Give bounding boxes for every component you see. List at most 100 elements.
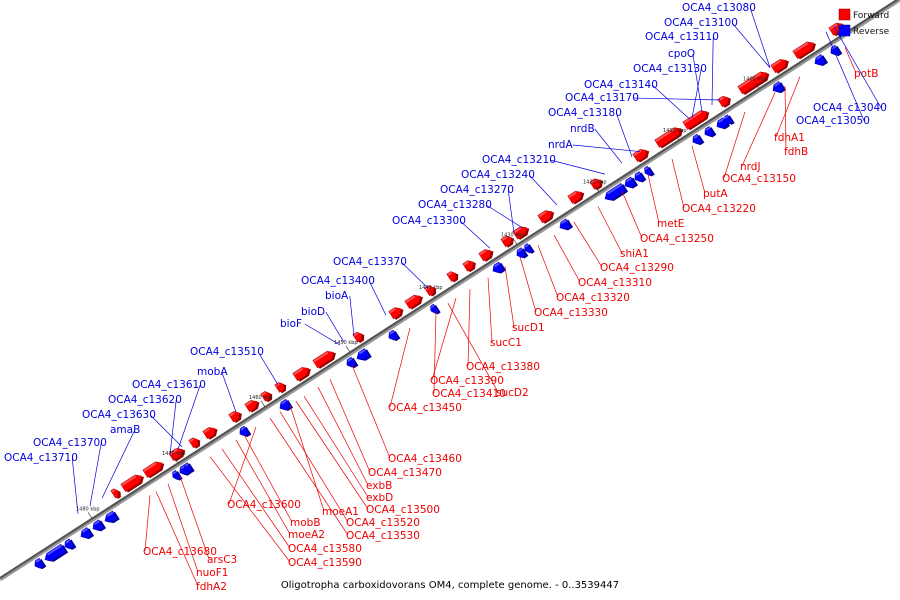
reverse-gene-label-moba: mobA (197, 366, 228, 378)
forward-gene-label-oca4-c13450: OCA4_c13450 (388, 402, 462, 414)
forward-gene-arrow (512, 226, 530, 240)
forward-label-leader (389, 327, 411, 408)
reverse-gene-arrow (644, 165, 655, 177)
forward-label-leader (317, 386, 369, 486)
reverse-gene-label-oca4-c13710: OCA4_c13710 (4, 452, 78, 464)
forward-gene-label-oca4-c13290: OCA4_c13290 (600, 262, 674, 274)
forward-gene-arrow (388, 307, 404, 320)
forward-label-leader (269, 417, 349, 536)
forward-label-leader (303, 395, 369, 498)
reverse-gene-arrow (716, 117, 731, 130)
forward-gene-label-sucd2: sucD2 (496, 387, 529, 399)
reverse-gene-label-oca4-c13050: OCA4_c13050 (796, 115, 870, 127)
reverse-gene-arrow (92, 519, 107, 532)
forward-label-leader (519, 256, 537, 313)
reverse-label-leader (349, 295, 355, 336)
forward-gene-arrow (274, 382, 287, 394)
reverse-gene-arrow (559, 218, 574, 231)
forward-gene-arrow (168, 448, 186, 462)
reverse-label-leader (615, 112, 633, 157)
reverse-gene-arrow (624, 176, 639, 189)
kbp-tick-label: 1420 kbp (583, 180, 607, 186)
forward-gene-label-oca4-c13390: OCA4_c13390 (430, 375, 504, 387)
kbp-tick-label: 1470 kbp (162, 451, 186, 457)
forward-label-leader (647, 174, 660, 224)
reverse-gene-arrow (356, 348, 372, 361)
reverse-label-leader (459, 220, 491, 249)
legend-reverse-label: Reverse (853, 27, 890, 37)
forward-gene-label-oca4-c13520: OCA4_c13520 (346, 517, 420, 529)
forward-gene-arrow (292, 367, 311, 382)
reverse-gene-label-oca4-c13100: OCA4_c13100 (664, 17, 738, 29)
reverse-gene-arrow (430, 303, 441, 315)
reverse-label-leader (400, 261, 429, 289)
reverse-label-leader (633, 97, 721, 101)
forward-gene-label-oca4-c13250: OCA4_c13250 (640, 233, 714, 245)
reverse-gene-label-cpoo: cpoO (668, 48, 695, 60)
forward-gene-arrow (260, 391, 273, 403)
kbp-ticks-layer: 1400 kbp 1410 kbp 1420 kbp 1430 kbp 1440 kbp… (76, 76, 767, 519)
kbp-tick-mark (512, 238, 518, 245)
reverse-gene-label-oca4-c13270: OCA4_c13270 (440, 184, 514, 196)
forward-gene-label-oca4-c13320: OCA4_c13320 (556, 292, 630, 304)
forward-label-leader (671, 158, 685, 209)
reverse-gene-arrow (388, 329, 401, 342)
forward-gene-arrow (404, 294, 423, 310)
reverse-label-leader (101, 429, 136, 499)
legend-reverse-swatch (838, 24, 851, 37)
reverse-gene-label-oca4-c13610: OCA4_c13610 (132, 379, 206, 391)
kbp-tick-label: 1400 kbp (743, 76, 767, 82)
reverse-label-leader (71, 457, 79, 514)
reverse-gene-label-oca4-c13210: OCA4_c13210 (482, 154, 556, 166)
reverse-label-leader (550, 159, 606, 175)
forward-gene-label-oca4-c13310: OCA4_c13310 (578, 277, 652, 289)
reverse-gene-label-oca4-c13180: OCA4_c13180 (548, 107, 622, 119)
reverse-gene-arrow (64, 538, 77, 550)
kbp-tick-label: 1430 kbp (501, 232, 525, 238)
reverse-gene-label-oca4-c13080: OCA4_c13080 (682, 2, 756, 14)
forward-gene-label-oca4-c13220: OCA4_c13220 (682, 203, 756, 215)
forward-gene-label-fdha1: fdhA1 (774, 132, 805, 144)
reverse-gene-label-oca4-c13300: OCA4_c13300 (392, 215, 466, 227)
forward-label-leader (179, 475, 210, 560)
forward-gene-label-oca4-c13530: OCA4_c13530 (346, 530, 420, 542)
reverse-label-leader (691, 68, 702, 119)
forward-gene-arrow (352, 331, 365, 344)
reverse-label-leader (257, 351, 279, 386)
kbp-tick-mark (674, 133, 680, 141)
reverse-gene-label-oca4-c13130: OCA4_c13130 (633, 63, 707, 75)
reverse-label-leader (833, 26, 882, 109)
reverse-label-leader (651, 84, 691, 120)
forward-label-leader (144, 495, 151, 552)
forward-label-leader (504, 266, 515, 328)
gene-arrows-layer (34, 22, 846, 570)
forward-gene-arrow (120, 474, 144, 493)
forward-gene-arrow (478, 249, 494, 262)
forward-gene-label-exbb: exbB (366, 480, 392, 492)
reverse-label-leader (368, 280, 387, 316)
reverse-gene-label-oca4-c13630: OCA4_c13630 (82, 409, 156, 421)
reverse-gene-label-oca4-c13170: OCA4_c13170 (565, 92, 639, 104)
legend-forward-label: Forward (853, 11, 889, 21)
kbp-tick-label: 1450 kbp (334, 340, 358, 346)
forward-gene-arrow (462, 260, 476, 273)
reverse-label-leader (692, 53, 703, 112)
reverse-gene-arrow (724, 114, 735, 125)
legend-forward-swatch (838, 8, 851, 21)
forward-gene-label-mobb: mobB (290, 517, 321, 529)
forward-label-leader (295, 401, 369, 510)
reverse-gene-label-oca4-c13140: OCA4_c13140 (584, 79, 658, 91)
forward-label-leader (221, 448, 291, 549)
reverse-gene-label-oca4-c13510: OCA4_c13510 (190, 346, 264, 358)
forward-gene-arrow (654, 127, 684, 149)
forward-label-leader (467, 289, 471, 367)
forward-gene-arrow (632, 149, 650, 163)
reverse-gene-arrow (814, 54, 829, 67)
reverse-label-leader (486, 204, 523, 228)
forward-label-leader (431, 298, 457, 381)
forward-gene-arrow (142, 461, 165, 479)
reverse-gene-arrow (104, 510, 120, 524)
reverse-label-leader (304, 323, 341, 346)
reverse-gene-label-oca4-c13620: OCA4_c13620 (108, 394, 182, 406)
forward-gene-arrow (682, 110, 710, 131)
